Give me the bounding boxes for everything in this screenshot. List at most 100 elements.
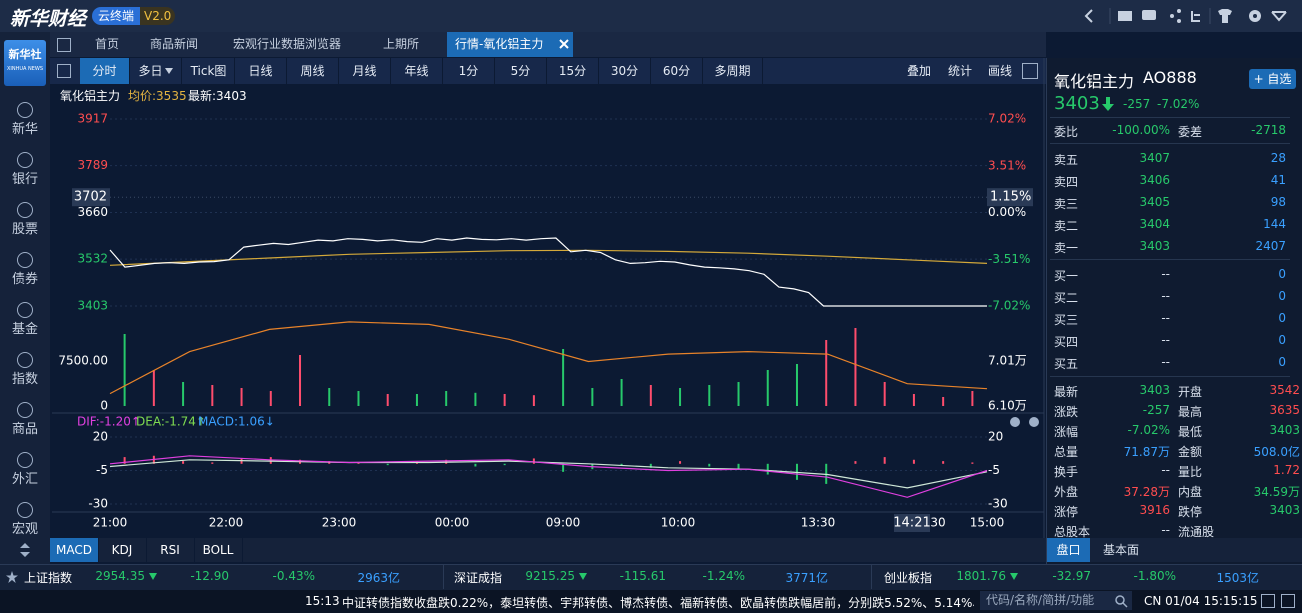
period-button[interactable]: 日线 <box>235 58 287 84</box>
period-button[interactable]: 60分 <box>651 58 703 84</box>
sidebar-item[interactable]: 指数 <box>11 372 38 387</box>
sidebar-icon[interactable] <box>17 102 33 118</box>
star-icon[interactable] <box>6 571 18 583</box>
sidebar-icon[interactable] <box>17 452 33 468</box>
macd-bar <box>883 457 886 464</box>
sidebar-icon[interactable] <box>17 152 33 168</box>
status-icon[interactable] <box>1281 594 1295 608</box>
sidebar-item[interactable]: 外汇 <box>11 472 38 487</box>
period-button[interactable]: 1分 <box>443 58 495 84</box>
news-ticker[interactable]: 中证转债指数收盘跌0.22%，泰坦转债、宇邦转债、博杰转债、福新转债、欧晶转债跌… <box>342 596 974 610</box>
y-tick-label: 3532 <box>77 252 108 266</box>
sidebar-item[interactable]: 债券 <box>11 272 38 287</box>
sidebar-toggle[interactable] <box>18 541 32 559</box>
book-volume: 0 <box>1278 289 1286 303</box>
sidebar-icon[interactable] <box>17 502 33 518</box>
cursor-label: 3702 <box>74 190 107 205</box>
book-label: 买四 <box>1054 335 1079 349</box>
tool-button[interactable]: 统计 <box>947 64 972 78</box>
tab[interactable]: 商品新闻 <box>150 37 199 51</box>
settings-icon[interactable] <box>1029 417 1039 427</box>
sidebar-icon[interactable] <box>17 352 33 368</box>
book-label: 买二 <box>1054 291 1079 305</box>
macd-dif: DIF:-1.20↑ <box>77 415 141 429</box>
tool-button[interactable]: 叠加 <box>906 64 931 78</box>
sidebar-icon[interactable] <box>17 202 33 218</box>
index-pct: -1.24% <box>702 569 745 583</box>
toolbar-icon[interactable] <box>57 64 71 78</box>
sidebar <box>0 32 50 565</box>
sidebar-logo-box[interactable] <box>4 40 46 86</box>
chart-name: 氧化铝主力 <box>60 89 121 103</box>
add-favorite[interactable]: + 自选 <box>1249 69 1296 89</box>
period-button[interactable]: 15分 <box>547 58 599 84</box>
close-icon[interactable] <box>1010 417 1020 427</box>
sidebar-item[interactable]: 宏观 <box>11 522 38 537</box>
macd-bar <box>766 463 769 475</box>
quote-tab[interactable]: 盘口 <box>1047 538 1090 562</box>
sidebar-icon[interactable] <box>17 252 33 268</box>
period-button[interactable]: 年线 <box>391 58 443 84</box>
period-button[interactable]: 30分 <box>599 58 651 84</box>
stat-value: 508.0亿 <box>1253 445 1300 459</box>
index-amount: 2963亿 <box>357 571 400 585</box>
macd-bar <box>532 458 535 464</box>
y2-tick-label: 0.00% <box>988 205 1026 219</box>
period-button[interactable]: 5分 <box>495 58 547 84</box>
book-label: 卖三 <box>1054 197 1079 211</box>
period-button[interactable]: 周线 <box>287 58 339 84</box>
period-button[interactable]: 多日 <box>130 58 182 84</box>
indicator-tab[interactable]: BOLL <box>194 538 243 562</box>
tab[interactable]: 行情-氧化铝主力 <box>447 32 573 57</box>
period-button[interactable]: 多周期 <box>703 58 763 84</box>
tool-button[interactable]: 画线 <box>987 64 1012 78</box>
sidebar-item[interactable]: 新华 <box>11 122 38 137</box>
volume-bar <box>474 392 477 406</box>
sidebar-icon[interactable] <box>17 402 33 418</box>
stat-label: 总股本 <box>1054 525 1091 539</box>
period-button[interactable]: 月线 <box>339 58 391 84</box>
index-name[interactable]: 上证指数 <box>24 571 73 585</box>
dea-line <box>109 459 988 489</box>
layout-icon[interactable] <box>1022 63 1038 79</box>
macd-bar <box>649 463 652 468</box>
period-button[interactable]: 分时 <box>80 58 130 84</box>
macd-bar <box>386 463 389 466</box>
volume-bar <box>445 391 448 406</box>
x-tick-label: 13:30 <box>801 516 836 530</box>
period-button[interactable]: Tick图 <box>183 58 235 84</box>
sidebar-item[interactable]: 商品 <box>11 422 38 437</box>
sidebar-item[interactable]: 股票 <box>11 222 38 237</box>
close-tab[interactable] <box>559 39 569 49</box>
volume-bar <box>912 394 915 406</box>
indicator-tab[interactable]: KDJ <box>98 538 147 562</box>
y2-tick-label: 3.51% <box>988 158 1026 172</box>
version[interactable]: V2.0 <box>140 7 176 25</box>
indicator-tab[interactable]: MACD <box>50 538 99 562</box>
tab[interactable]: 宏观行业数据浏览器 <box>233 37 342 51</box>
indicator-tab[interactable]: RSI <box>146 538 195 562</box>
y-tick-label: -30 <box>88 497 108 511</box>
tab[interactable]: 首页 <box>95 37 120 51</box>
status-icon[interactable] <box>1261 594 1275 608</box>
search-box[interactable]: 代码/名称/简拼/功能 <box>980 591 1132 610</box>
index-name[interactable]: 深证成指 <box>454 571 503 585</box>
sidebar-icon[interactable] <box>17 302 33 318</box>
volume-bar <box>299 355 302 406</box>
sidebar-item[interactable]: 银行 <box>11 172 38 187</box>
sidebar-item[interactable]: 基金 <box>11 322 38 337</box>
tab-icon[interactable] <box>57 38 71 52</box>
index-name[interactable]: 创业板指 <box>884 571 933 585</box>
plot-bg <box>52 104 1044 538</box>
y2-tick-label: -5 <box>988 463 1000 477</box>
x-tick-label: 23:00 <box>322 516 357 530</box>
value: -2718 <box>1251 123 1286 137</box>
tab[interactable]: 上期所 <box>383 37 420 51</box>
quote-last: 3403 <box>1054 93 1100 114</box>
search-icon[interactable] <box>1114 594 1128 608</box>
macd-bar <box>620 463 623 466</box>
quote-tab[interactable]: 基本面 <box>1102 543 1139 557</box>
book-volume: 28 <box>1270 151 1286 165</box>
y-tick-label: 3660 <box>77 205 108 219</box>
